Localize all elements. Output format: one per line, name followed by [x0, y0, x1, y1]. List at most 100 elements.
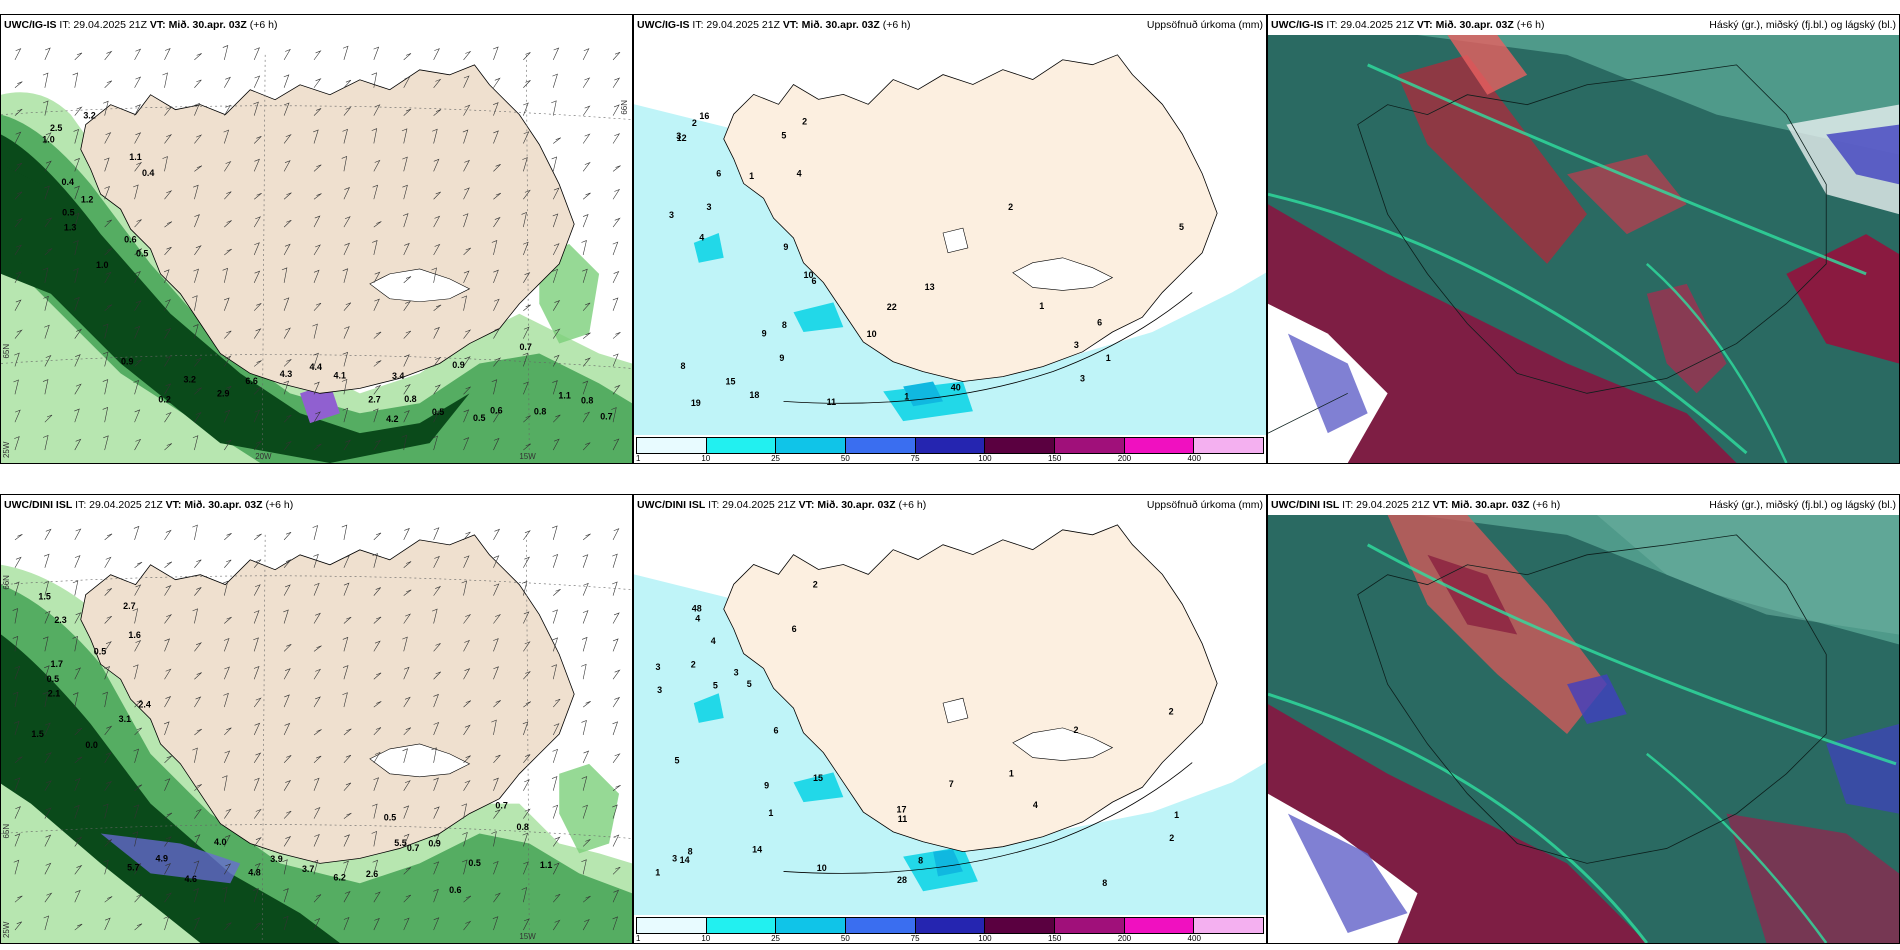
wind-barb	[581, 719, 587, 736]
precip-map[interactable]: 2 3 5 6 4 2 3 5 6 48 3 4 1 1 14 14 17 10 9 8 3 11 15 28 8 5 4 2 2 2 1 7…	[634, 515, 1266, 915]
wind-barb	[343, 812, 352, 819]
wind-barb	[14, 756, 23, 764]
lead-time: (+6 h)	[1516, 19, 1545, 31]
precip-value-label: 6	[792, 624, 797, 634]
wind-barb	[164, 695, 172, 708]
wind-barb	[192, 524, 198, 540]
wind-barb	[403, 805, 410, 819]
wind-barb	[493, 192, 502, 200]
wind-barb	[612, 889, 620, 903]
wind-barb	[582, 582, 589, 596]
wind-barb	[313, 612, 321, 624]
wind-barb	[463, 895, 472, 903]
wind-barb	[523, 52, 531, 61]
wind-barb	[373, 917, 380, 931]
wind-barb	[283, 835, 292, 847]
wind-value-label: 4.6	[185, 874, 197, 884]
wind-barb	[522, 721, 529, 736]
wind-barb	[102, 323, 109, 339]
legend-tick-label: 75	[910, 454, 920, 463]
wind-value-label: 5.7	[127, 863, 139, 873]
wind-barb	[283, 779, 292, 791]
wind-barb	[134, 923, 143, 931]
legend-color-cell	[846, 918, 916, 933]
legend-tick-label: 10	[701, 934, 711, 943]
wind-barb	[551, 100, 557, 116]
wind-barb	[42, 72, 49, 88]
precip-panel-dini: UWC/DINI ISL IT: 29.04.2025 21Z VT: Mið.…	[633, 494, 1267, 944]
wind-barb	[493, 77, 501, 88]
cloud-map[interactable]	[1268, 35, 1899, 463]
iceland-land	[80, 534, 575, 864]
wind-barb	[283, 559, 292, 568]
wind-barb	[552, 862, 560, 875]
wind-barb	[403, 330, 412, 339]
wind-barb	[373, 532, 382, 541]
valid-time: Mið. 30.apr. 03Z	[184, 499, 263, 511]
wind-barb	[44, 610, 51, 624]
wind-barb	[403, 727, 412, 736]
wind-barb	[612, 297, 619, 311]
precip-value-label: 48	[692, 604, 702, 614]
iceland-land	[80, 64, 575, 394]
wind-value-label: 6.2	[333, 873, 345, 883]
wind-barb	[403, 527, 410, 541]
wind-barb	[14, 299, 22, 311]
valid-time: Mið. 30.apr. 03Z	[817, 499, 896, 511]
wind-barb	[104, 666, 111, 680]
wind-barb	[612, 753, 621, 764]
wind-map[interactable]: 1.5 2.7 2.3 1.6 0.5 1.7 0.5 2.1 2.4 3.1 1.5 0.0 5.7 4…	[1, 515, 632, 943]
precip-value-label: 1	[904, 391, 909, 401]
cloud-map[interactable]	[1268, 515, 1899, 943]
wind-barb	[224, 385, 232, 395]
precip-value-label: 3	[734, 667, 739, 677]
wind-barb	[134, 271, 141, 283]
wind-barb	[581, 859, 587, 875]
precip-value-label: 19	[691, 398, 701, 408]
wind-barb	[373, 640, 381, 652]
wind-barb	[373, 271, 381, 283]
wind-barb	[342, 128, 348, 144]
wind-barb	[253, 922, 262, 931]
wind-barb	[402, 213, 409, 228]
precip-value-label: 4	[695, 614, 700, 624]
wind-map[interactable]: 3.2 2.5 1.0 1.1 0.4 0.4 1.2 0.5 1.3 0.6 0.5 1.0 0.9 0…	[1, 35, 632, 463]
wind-precip-panel-igis: UWC/IG-IS IT: 29.04.2025 21Z VT: Mið. 30…	[0, 14, 633, 464]
precip-map[interactable]: 2 4 6 9 3 12 1 4 3 2 5 16 3 13 18 6 19 22 10 11 8 9 10 8 9 1 15 40 1…	[634, 35, 1266, 435]
wind-barb	[222, 580, 229, 596]
wind-barb	[523, 304, 531, 311]
wind-barb	[223, 129, 230, 144]
wind-value-labels: 3.22.51.01.10.40.41.20.51.30.60.51.00.90…	[42, 110, 612, 423]
model-name: UWC/IG-IS	[4, 19, 57, 31]
wind-value-label: 4.0	[214, 837, 226, 847]
wind-barb	[403, 383, 411, 395]
precip-value-label: 9	[762, 329, 767, 339]
wind-barb	[433, 585, 442, 596]
lon-label: 25W	[2, 441, 11, 458]
wind-value-label: 1.3	[64, 222, 76, 232]
wind-value-label: 1.7	[51, 659, 63, 669]
wind-value-label: 3.9	[270, 854, 282, 864]
wind-barb	[403, 410, 410, 423]
wind-value-label: 0.7	[519, 342, 531, 352]
wind-barb	[463, 700, 472, 708]
wind-barb	[612, 438, 620, 451]
wind-barb	[581, 776, 588, 791]
wind-barb	[313, 78, 322, 88]
wind-barb	[134, 784, 143, 791]
wind-barb	[72, 635, 78, 652]
wind-barb	[372, 859, 379, 875]
panel-header: UWC/DINI ISL IT: 29.04.2025 21Z VT: Mið.…	[1, 495, 632, 515]
wind-barb	[283, 359, 292, 367]
wind-barb	[132, 664, 139, 680]
precip-value-label: 12	[677, 133, 687, 143]
precip-value-label: 3	[656, 662, 661, 672]
wind-barb	[433, 215, 441, 228]
wind-barb	[14, 108, 23, 116]
wind-barb	[523, 189, 531, 200]
wind-barb	[433, 643, 441, 652]
wind-barb	[463, 724, 471, 736]
wind-barb	[14, 131, 22, 144]
wind-barb	[194, 559, 202, 568]
wind-barb	[253, 559, 262, 568]
